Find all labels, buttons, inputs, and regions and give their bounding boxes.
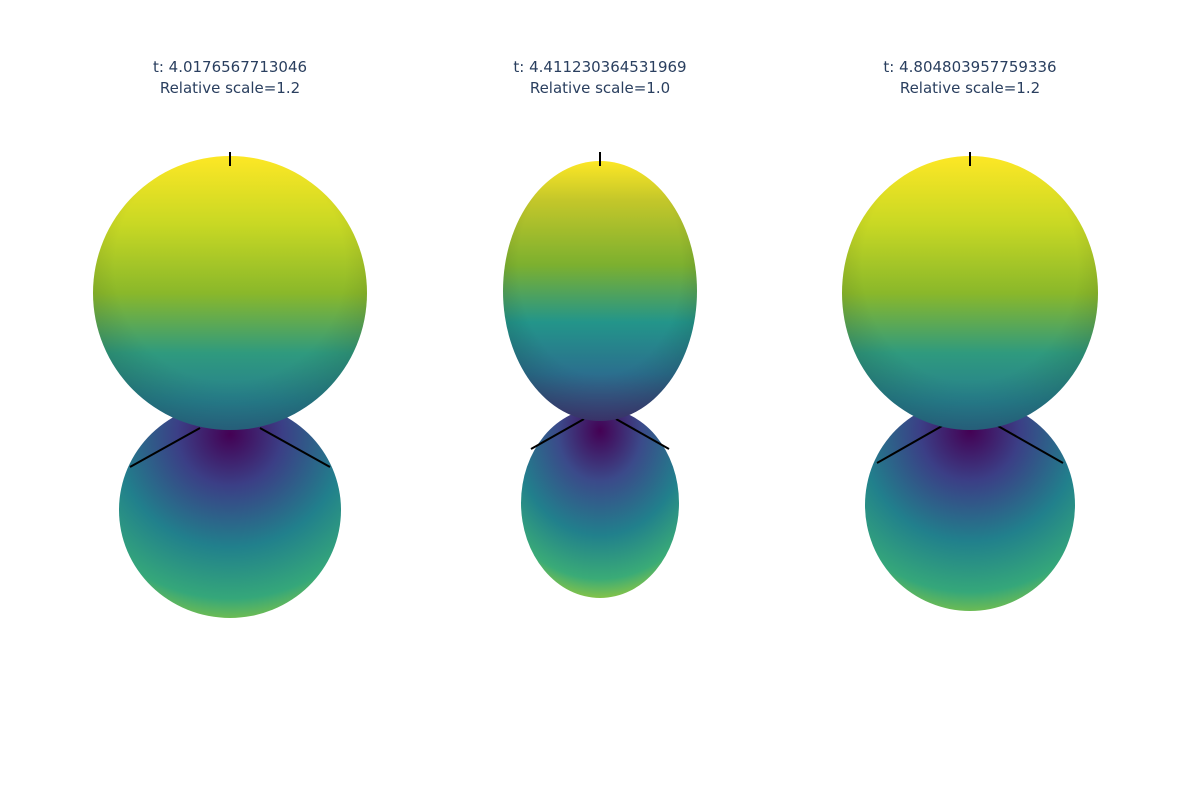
lower-lobe (521, 408, 679, 598)
scale-label: Relative scale=1.2 (899, 79, 1041, 97)
scale-label: Relative scale=1.2 (159, 79, 301, 97)
subplot-1: t: 4.0176567713046 Relative scale=1.2 (30, 0, 430, 800)
upper-lobe-shading (842, 156, 1098, 430)
3d-scene[interactable] (770, 0, 1170, 800)
3d-scene[interactable] (400, 0, 800, 800)
subplot-2: t: 4.411230364531969 Relative scale=1.0 (400, 0, 800, 800)
subplot-title: t: 4.0176567713046 Relative scale=1.2 (30, 57, 430, 99)
axis-line-y (997, 425, 1064, 464)
time-label: t: 4.0176567713046 (152, 58, 308, 76)
axis-line-x (876, 425, 943, 464)
subplot-title: t: 4.804803957759336 Relative scale=1.2 (770, 57, 1170, 99)
axis-line-x (530, 418, 585, 450)
time-label: t: 4.804803957759336 (883, 58, 1057, 76)
axis-line-y (259, 427, 331, 468)
subplot-title: t: 4.411230364531969 Relative scale=1.0 (400, 57, 800, 99)
axis-line-x (129, 427, 201, 468)
axis-line-y (615, 418, 670, 450)
lower-lobe (119, 402, 341, 618)
3d-scene[interactable] (30, 0, 430, 800)
upper-lobe-shading (93, 156, 367, 430)
upper-lobe-shading (503, 161, 697, 421)
time-label: t: 4.411230364531969 (513, 58, 687, 76)
lower-lobe (865, 399, 1075, 611)
scale-label: Relative scale=1.0 (529, 79, 671, 97)
subplot-3: t: 4.804803957759336 Relative scale=1.2 (770, 0, 1170, 800)
